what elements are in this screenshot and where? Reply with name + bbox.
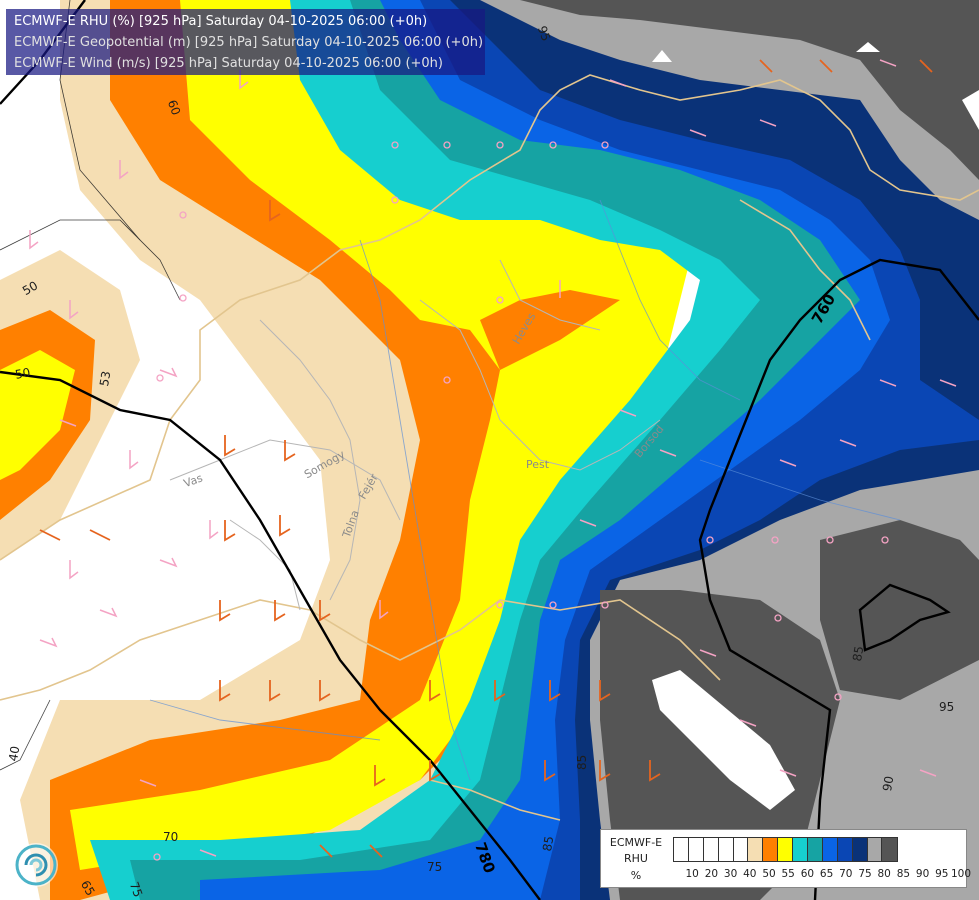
- rhu-contour-label: 95: [939, 700, 955, 714]
- legend-tick-label: 95: [935, 868, 949, 880]
- legend-swatch: [674, 838, 689, 861]
- country-borders: [0, 74, 979, 821]
- rivers: [149, 199, 901, 781]
- rhu-band-white-pocket: [652, 670, 795, 810]
- place-label: Pest: [526, 458, 550, 471]
- small-white-patches: [652, 42, 979, 130]
- rhu-contour-label: 85: [850, 644, 867, 663]
- rhu-band-65-west: [0, 350, 75, 480]
- title-box: ECMWF-E RHU (%) [925 hPa] Saturday 04-10…: [6, 9, 485, 75]
- legend-swatch: [837, 838, 853, 861]
- legend-swatch: [703, 838, 719, 861]
- rhu-contour-label: 90: [880, 774, 897, 793]
- rhu-contour-label: 53: [97, 369, 114, 388]
- legend-swatch: [688, 838, 704, 861]
- legend-tick-label: 30: [723, 868, 738, 880]
- legend-tick-label: 65: [819, 868, 834, 880]
- legend-tick-label: 40: [743, 868, 757, 880]
- legend-swatch: [793, 838, 809, 861]
- rhu-contour-label: 85: [540, 834, 557, 853]
- legend-swatch: [778, 838, 794, 861]
- legend-swatch: [822, 838, 838, 861]
- rhu-contour-label: 50: [14, 365, 32, 382]
- legend-tick-label: 75: [858, 868, 872, 880]
- legend-swatches: [673, 837, 899, 862]
- legend-tick-label: 55: [781, 868, 795, 880]
- wind-barbs-strong: [39, 59, 933, 858]
- legend-tick-label: 20: [704, 868, 719, 880]
- title-rhu: ECMWF-E RHU (%) [925 hPa] Saturday 04-10…: [14, 14, 428, 29]
- legend-swatch: [867, 838, 883, 861]
- legend-swatch: [882, 838, 898, 861]
- legend-tick-label: 90: [915, 868, 930, 880]
- swirl-logo-icon: [15, 844, 57, 886]
- rhu-band-100: [520, 0, 979, 900]
- legend-variable: RHU: [624, 852, 648, 865]
- title-wind: ECMWF-E Wind (m/s) [925 hPa] Saturday 04…: [14, 56, 443, 71]
- isoline-780: [0, 370, 541, 900]
- rhu-contour-label: 70: [163, 830, 179, 844]
- legend-swatch: [808, 838, 823, 861]
- legend-ticks: 10 20 30 40 50 55 60 65 70 75 80 85 90 95 100: [673, 868, 972, 882]
- legend-swatch: [763, 838, 779, 861]
- title-geopotential: ECMWF-E Geopotential (m) [925 hPa] Satur…: [14, 35, 484, 50]
- rhu-contour-label: 85: [575, 754, 589, 770]
- rhu-contour-label: 75: [427, 860, 443, 874]
- agency-logo: [14, 843, 58, 887]
- legend-swatch: [718, 838, 734, 861]
- legend-unit: %: [630, 869, 642, 882]
- legend-swatch: [852, 838, 868, 861]
- calm-markers: [153, 141, 889, 861]
- admin-borders: [169, 259, 661, 611]
- legend-tick-label: 70: [839, 868, 853, 880]
- legend-tick-label: 80: [877, 868, 891, 880]
- legend-tick-label: 10: [685, 868, 699, 880]
- isoline-760: [698, 258, 979, 900]
- legend-swatch: [733, 838, 749, 861]
- legend-model: ECMWF-E: [609, 836, 663, 849]
- color-legend: ECMWF-E RHU % 10 20 30 40 50 55 60 65 70 75 80 85 90…: [600, 829, 972, 888]
- legend-tick-label: 60: [800, 868, 815, 880]
- legend-tick-label: 50: [762, 868, 776, 880]
- rhu-contour-label: 40: [6, 744, 23, 763]
- isoline-760-loop: [858, 583, 951, 652]
- legend-tick-label: 100: [950, 868, 972, 880]
- legend-tick-label: 85: [896, 868, 911, 880]
- legend-swatch: [748, 838, 764, 861]
